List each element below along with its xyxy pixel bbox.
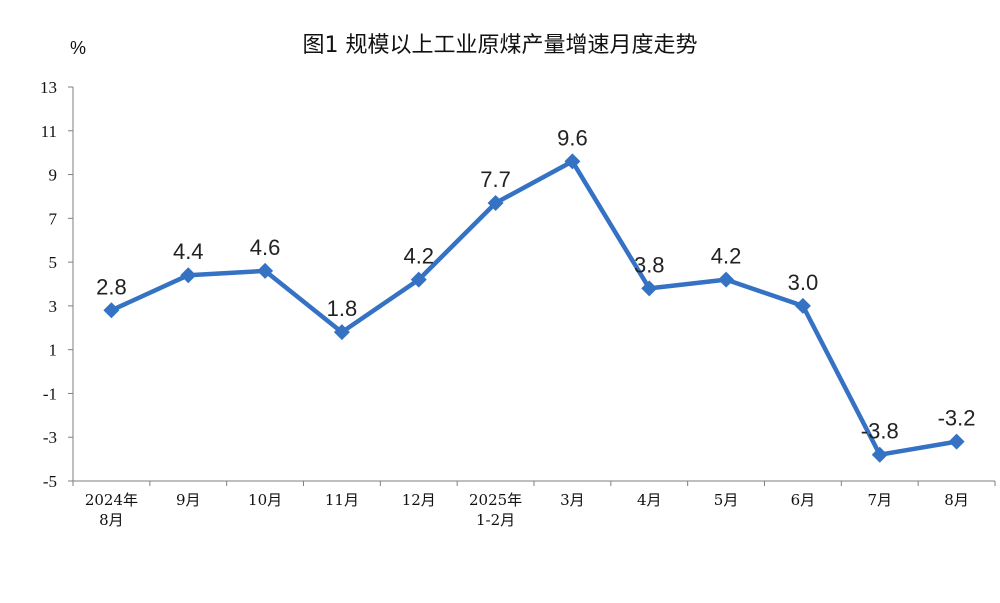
y-tick-label: 5 bbox=[49, 253, 58, 272]
y-tick-label: -1 bbox=[43, 384, 57, 403]
data-label: 3.8 bbox=[634, 252, 665, 277]
y-tick-label: 9 bbox=[49, 166, 58, 185]
data-label: 4.2 bbox=[403, 244, 434, 269]
x-tick-label: 2025年 1-2月 bbox=[469, 491, 522, 529]
x-tick-label: 3月 bbox=[560, 491, 585, 509]
y-tick-label: 1 bbox=[49, 341, 58, 360]
y-tick-label: 13 bbox=[40, 78, 57, 97]
x-tick-label: 6月 bbox=[791, 491, 816, 509]
x-tick-label: 5月 bbox=[714, 491, 739, 509]
y-tick-label: 7 bbox=[49, 209, 58, 228]
data-point-marker bbox=[180, 267, 197, 284]
data-point-marker bbox=[410, 271, 427, 288]
y-axis-unit: % bbox=[70, 38, 86, 58]
data-point-marker bbox=[103, 302, 120, 319]
x-tick-label: 12月 bbox=[402, 491, 436, 509]
data-label: 3.0 bbox=[788, 270, 819, 295]
data-point-marker bbox=[718, 271, 735, 288]
y-tick-label: 3 bbox=[49, 297, 58, 316]
x-tick-label: 10月 bbox=[248, 491, 282, 509]
data-label: 4.6 bbox=[250, 235, 281, 260]
x-tick-label: 2024年 8月 bbox=[85, 491, 138, 529]
data-label: -3.2 bbox=[938, 406, 976, 431]
series-group bbox=[103, 153, 965, 463]
y-tick-label: -3 bbox=[43, 428, 57, 447]
data-label: 4.4 bbox=[173, 239, 204, 264]
x-tick-label: 4月 bbox=[637, 491, 662, 509]
data-label: 4.2 bbox=[711, 244, 742, 269]
y-tick-label: 11 bbox=[41, 122, 57, 141]
data-point-marker bbox=[948, 433, 965, 450]
x-tick-label: 11月 bbox=[325, 491, 359, 509]
data-label: 9.6 bbox=[557, 125, 588, 150]
data-point-marker bbox=[333, 324, 350, 341]
data-point-marker bbox=[641, 280, 658, 297]
x-axis-ticks: 2024年 8月 9月 10月 11月 12月 2025年 1-2月 3月 4月 5月 6月 7月 8月 bbox=[72, 481, 996, 529]
data-label: 7.7 bbox=[480, 167, 511, 192]
data-point-marker bbox=[564, 153, 581, 170]
data-point-marker bbox=[794, 297, 811, 314]
data-point-marker bbox=[257, 262, 274, 279]
x-tick-label: 7月 bbox=[867, 491, 892, 509]
data-label: 2.8 bbox=[96, 274, 127, 299]
axes bbox=[72, 87, 995, 482]
data-label: -3.8 bbox=[861, 419, 899, 444]
y-tick-label: -5 bbox=[43, 472, 57, 491]
x-tick-label: 8月 bbox=[944, 491, 969, 509]
data-labels: 2.8 4.4 4.6 1.8 4.2 7.7 9.6 3.8 4.2 3.0 -3.8 -3.2 bbox=[96, 125, 975, 443]
data-point-marker bbox=[487, 195, 504, 212]
data-label: 1.8 bbox=[327, 296, 358, 321]
x-tick-label: 9月 bbox=[176, 491, 201, 509]
chart-title: 图1 规模以上工业原煤产量增速月度走势 bbox=[303, 33, 698, 58]
data-point-marker bbox=[871, 446, 888, 463]
series-line bbox=[110, 159, 957, 457]
